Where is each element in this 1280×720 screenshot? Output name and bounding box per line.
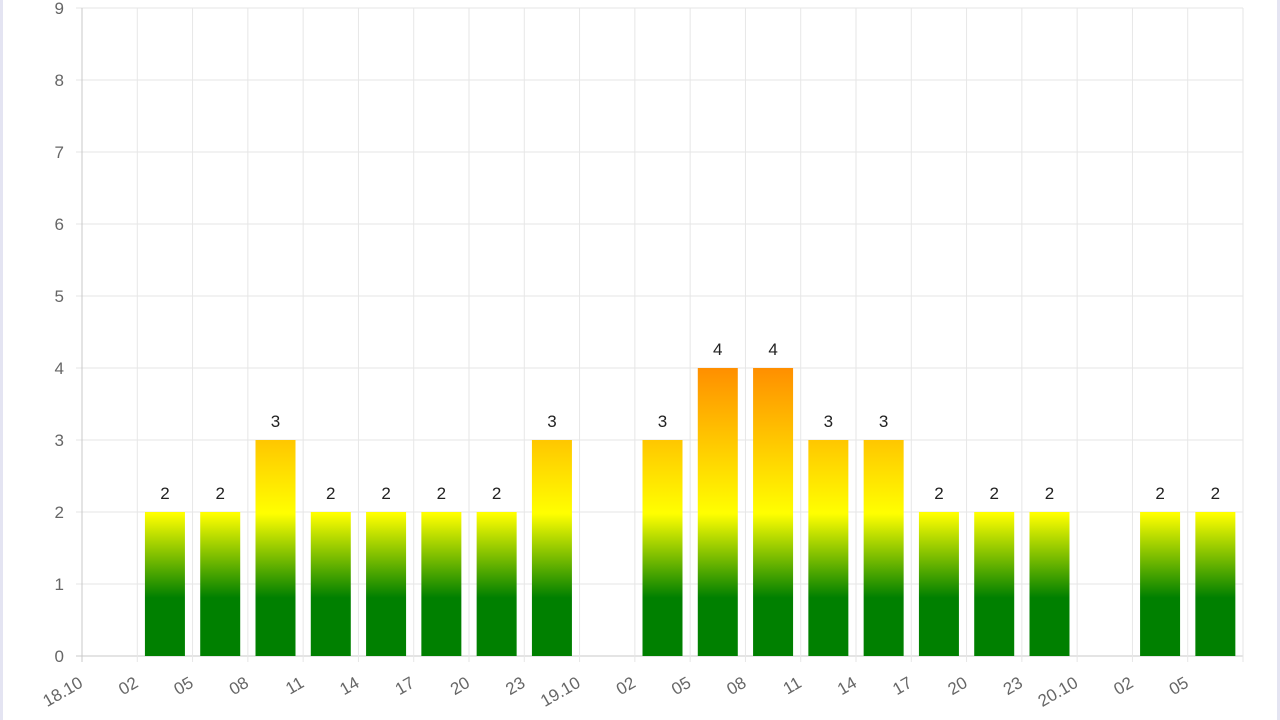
bar-value-label: 3: [658, 412, 667, 431]
bar-value-label: 2: [1045, 484, 1054, 503]
bar[interactable]: [1029, 512, 1070, 656]
bar[interactable]: [200, 512, 241, 656]
bar[interactable]: [863, 440, 904, 656]
bar[interactable]: [642, 440, 683, 656]
y-tick-label: 2: [55, 503, 64, 522]
x-tick-label: 20: [447, 673, 473, 699]
x-tick-label: 02: [115, 673, 141, 699]
bar-value-label: 3: [547, 412, 556, 431]
bar[interactable]: [753, 368, 794, 656]
bar[interactable]: [366, 512, 407, 656]
bar-value-label: 2: [326, 484, 335, 503]
bar[interactable]: [1195, 512, 1236, 656]
x-tick-label: 05: [1166, 673, 1192, 699]
x-tick-label: 14: [337, 673, 363, 699]
x-tick-label: 23: [502, 673, 528, 699]
bar[interactable]: [421, 512, 462, 656]
y-tick-label: 8: [55, 71, 64, 90]
bar-value-label: 3: [824, 412, 833, 431]
x-tick-label: 05: [668, 673, 694, 699]
bar-value-label: 2: [492, 484, 501, 503]
bar-value-label: 3: [879, 412, 888, 431]
grid-lines: [76, 7, 1244, 662]
bar-value-label: 2: [215, 484, 224, 503]
bar-value-label: 2: [1155, 484, 1164, 503]
y-axis-ticks: 0 1 2 3 4 5 6 7 8 9: [55, 0, 64, 666]
y-tick-label: 0: [55, 647, 64, 666]
bar[interactable]: [974, 512, 1015, 656]
bar[interactable]: [697, 368, 738, 656]
bar[interactable]: [808, 440, 849, 656]
x-tick-label: 05: [171, 673, 197, 699]
y-tick-label: 1: [55, 575, 64, 594]
x-tick-label: 02: [1111, 673, 1137, 699]
bar-value-label: 2: [934, 484, 943, 503]
bar[interactable]: [1140, 512, 1181, 656]
y-tick-label: 7: [55, 143, 64, 162]
y-tick-label: 9: [55, 0, 64, 18]
bar-value-label: 2: [989, 484, 998, 503]
x-tick-label: 23: [1000, 673, 1026, 699]
bar[interactable]: [255, 440, 296, 656]
x-tick-label: 02: [613, 673, 639, 699]
x-tick-label: 17: [889, 673, 915, 699]
bars: [144, 368, 1236, 656]
x-axis-ticks: 18.10 02 05 08 11 14 17 20 23 19.10 02 05 08 11 14 17 20…: [40, 673, 1192, 711]
bar[interactable]: [144, 512, 185, 656]
x-tick-label: 11: [780, 673, 805, 698]
bar[interactable]: [476, 512, 517, 656]
bar-value-label: 4: [713, 340, 722, 359]
bar[interactable]: [310, 512, 351, 656]
bar-value-label: 2: [160, 484, 169, 503]
x-tick-label: 20: [945, 673, 971, 699]
x-tick-label: 08: [724, 673, 750, 699]
y-tick-label: 5: [55, 287, 64, 306]
x-tick-label: 18.10: [40, 673, 86, 711]
y-tick-label: 6: [55, 215, 64, 234]
x-tick-label: 14: [834, 673, 860, 699]
bar-value-label: 2: [381, 484, 390, 503]
x-tick-label: 08: [226, 673, 252, 699]
data-labels: 2 2 3 2 2 2 2 3 3 4 4 3 3 2 2 2 2 2: [160, 340, 1220, 503]
bar[interactable]: [531, 440, 572, 656]
x-tick-label: 17: [392, 673, 418, 699]
x-tick-label: 19.10: [537, 673, 583, 711]
y-tick-label: 3: [55, 431, 64, 450]
bar-value-label: 3: [271, 412, 280, 431]
bar-value-label: 2: [1211, 484, 1220, 503]
bar[interactable]: [918, 512, 959, 656]
bar-value-label: 2: [437, 484, 446, 503]
bar-value-label: 4: [768, 340, 777, 359]
y-tick-label: 4: [55, 359, 64, 378]
x-tick-label: 11: [282, 673, 307, 698]
x-tick-label: 20.10: [1035, 673, 1081, 711]
